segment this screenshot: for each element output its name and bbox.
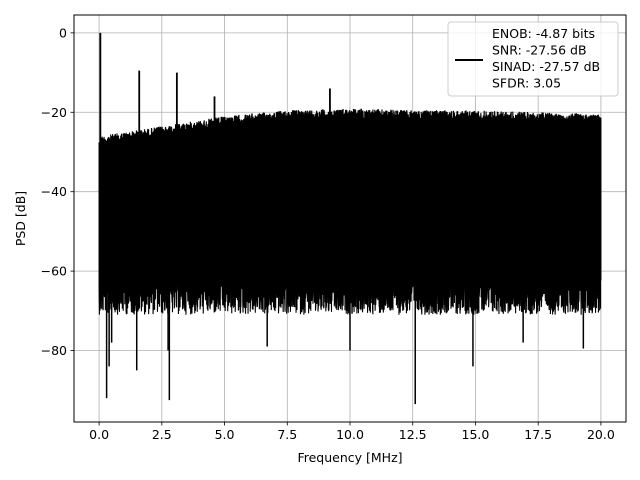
x-tick-label: 2.5 [152, 427, 172, 442]
legend-sfdr: SFDR: 3.05 [492, 76, 561, 91]
x-tick-label: 0.0 [89, 427, 109, 442]
legend-box [447, 21, 619, 97]
y-tick-label: 0 [59, 25, 67, 40]
y-tick-label: −40 [41, 184, 67, 199]
x-axis-label: Frequency [MHz] [297, 450, 402, 465]
x-tick-label: 15.0 [462, 427, 490, 442]
y-axis-label: PSD [dB] [13, 191, 28, 246]
y-tick-label: −20 [41, 105, 67, 120]
x-tick-label: 17.5 [524, 427, 552, 442]
legend-sinad: SINAD: -27.57 dB [492, 59, 600, 74]
psd-noise-core [99, 144, 601, 264]
x-tick-label: 10.0 [336, 427, 364, 442]
x-tick-label: 7.5 [277, 427, 297, 442]
legend: ENOB: -4.87 bits SNR: -27.56 dB SINAD: -… [447, 21, 619, 97]
x-tick-label: 20.0 [587, 427, 615, 442]
legend-snr: SNR: -27.56 dB [492, 43, 587, 58]
legend-enob: ENOB: -4.87 bits [492, 26, 595, 41]
x-tick-label: 5.0 [215, 427, 235, 442]
axis-ticks: 0.0 2.5 5.0 7.5 10.0 12.5 15.0 17.5 20.0 0 −20 −40 −… [41, 25, 615, 442]
x-tick-label: 12.5 [399, 427, 427, 442]
plot-area [98, 32, 602, 405]
y-tick-label: −60 [41, 264, 67, 279]
y-tick-label: −80 [41, 343, 67, 358]
